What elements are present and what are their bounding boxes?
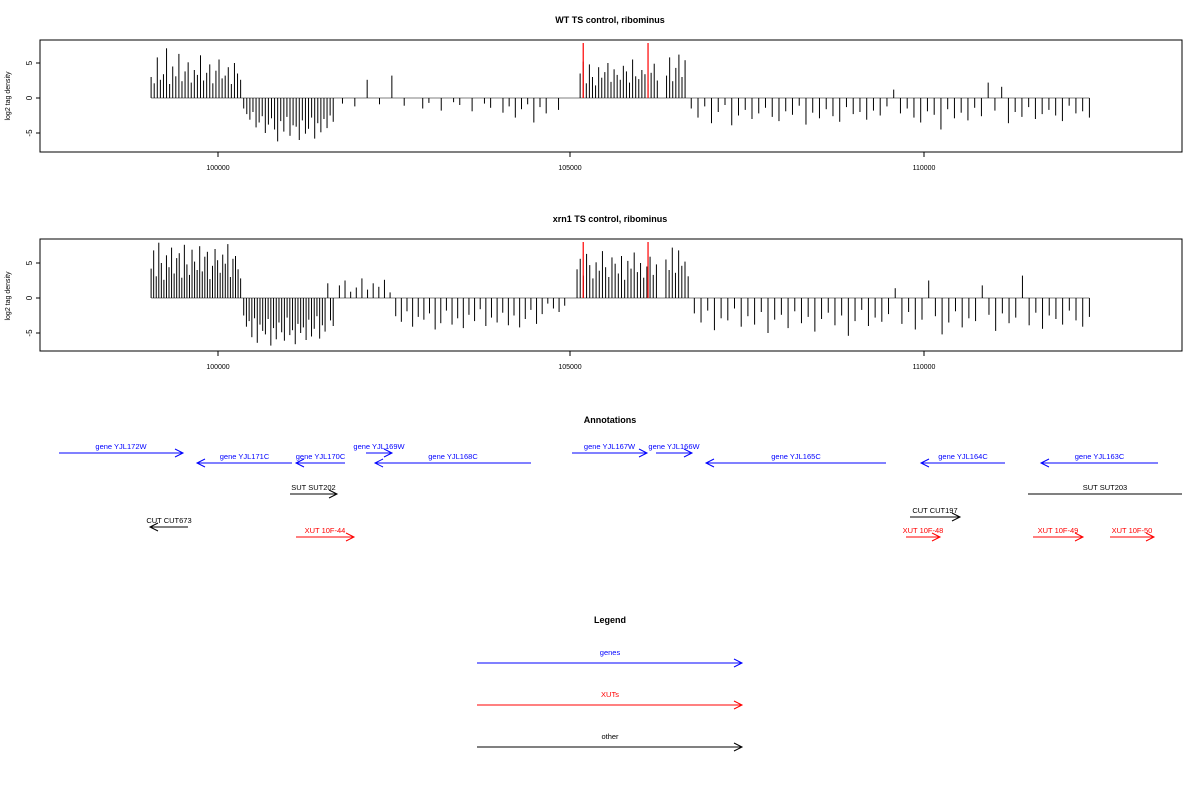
legend: Legend genes XUTs other [477,615,744,752]
annotation-label: gene YJL171C [220,452,270,461]
annotation-label: XUT 10F-50 [1112,526,1153,535]
annotation-label: gene YJL168C [428,452,478,461]
annotation-label: gene YJL169W [353,442,405,451]
annotation-label: XUT 10F-44 [305,526,346,535]
y-tick-label: 5 [25,60,34,65]
y-tick-label: -5 [25,329,34,337]
arrowhead [951,512,962,522]
x-tick-label: 110000 [913,364,936,371]
x-tick-label: 105000 [558,165,581,172]
y-tick-label: 5 [25,260,34,265]
annotation-label: gene YJL163C [1075,452,1125,461]
annotation-features: gene YJL172W gene YJL171C gene YJL170C gene… [59,442,1182,542]
annotation-label: gene YJL164C [938,452,988,461]
panel-title: xrn1 TS control, ribominus [553,214,668,224]
x-tick-label: 105000 [558,364,581,371]
arrowhead [383,448,394,458]
legend-title: Legend [594,615,626,625]
arrowhead [1145,532,1156,542]
arrowhead [919,458,930,468]
arrowhead [195,458,206,468]
x-tick-label: 100000 [206,364,229,371]
panel-xrn1: xrn1 TS control, ribominus 5 0 -5 log2 t… [5,214,1183,371]
legend-label: XUTs [601,690,619,699]
arrowhead [683,448,694,458]
x-tick-label: 100000 [206,165,229,172]
arrowhead [294,458,305,468]
arrowhead [328,489,339,499]
y-axis-label: log2 tag density [5,71,12,121]
data-bars [150,242,1090,346]
arrowhead [345,532,356,542]
arrowhead [148,522,159,532]
annotation-label: SUT SUT203 [1083,483,1127,492]
arrowhead [1074,532,1085,542]
annotation-label: CUT CUT197 [912,506,957,515]
annotation-label: gene YJL170C [296,452,346,461]
panel-title: WT TS control, ribominus [555,15,665,25]
annotations-title: Annotations [584,415,637,425]
arrowhead [733,658,744,668]
arrowhead [704,458,715,468]
annotation-label: CUT CUT673 [146,516,191,525]
arrowhead [373,458,384,468]
y-tick-label: 0 [25,95,34,100]
annotation-label: gene YJL165C [771,452,821,461]
annotation-label: SUT SUT202 [291,483,335,492]
legend-label: other [601,732,619,741]
x-tick-label: 110000 [913,165,936,172]
annotation-label: gene YJL167W [584,442,636,451]
y-axis-label: log2 tag density [5,271,12,321]
annotation-label: gene YJL172W [95,442,147,451]
annotation-label: gene YJL166W [648,442,700,451]
arrowhead [931,532,942,542]
legend-items: genes XUTs other [477,648,744,752]
arrowhead [1039,458,1050,468]
annotation-label: XUT 10F-48 [903,526,944,535]
y-tick-label: 0 [25,295,34,300]
plot-frame [39,238,1183,352]
arrowhead [638,448,649,458]
annotation-label: XUT 10F-49 [1038,526,1079,535]
arrowhead [733,742,744,752]
data-bars [150,43,1090,142]
panel-wt: WT TS control, ribominus 5 0 -5 log2 tag… [5,15,1183,172]
y-tick-label: -5 [25,129,34,137]
legend-label: genes [600,648,621,657]
arrowhead [174,448,185,458]
arrowhead [733,700,744,710]
